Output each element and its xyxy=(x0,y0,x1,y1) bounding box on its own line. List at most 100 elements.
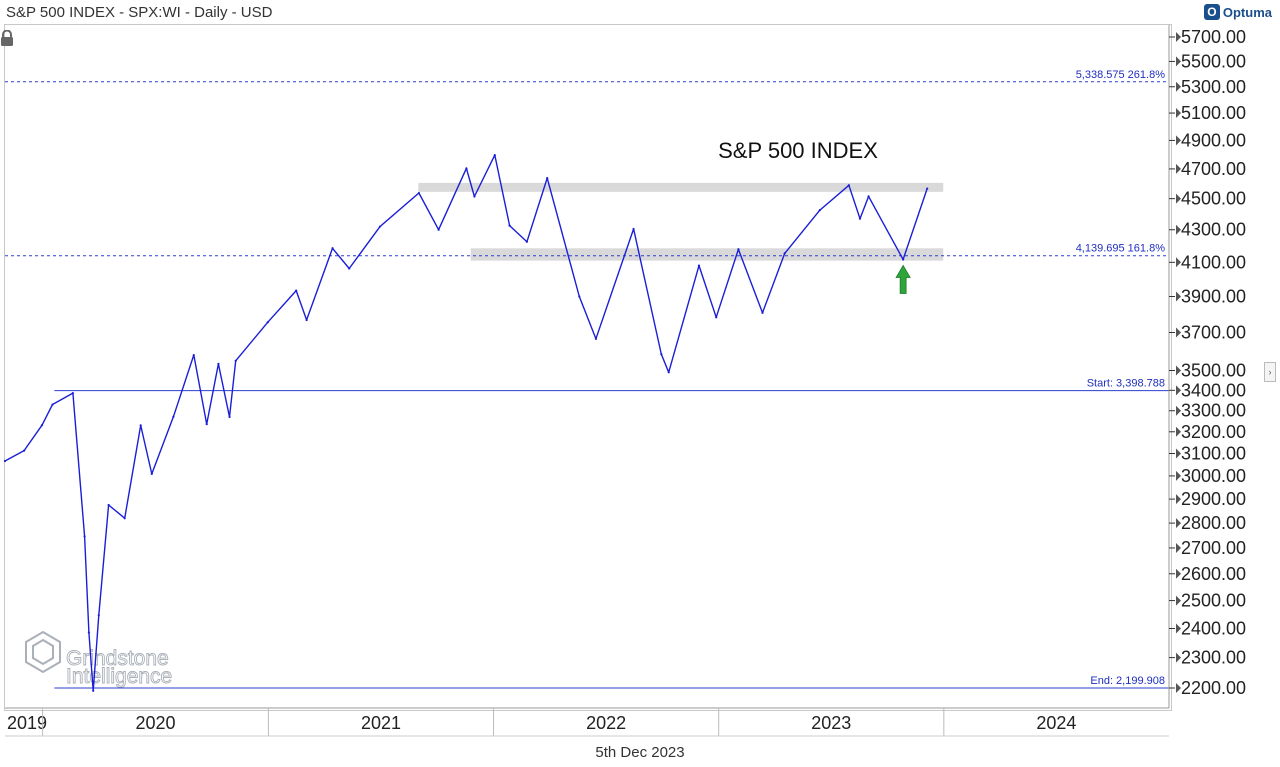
chart-frame xyxy=(4,24,1172,711)
y-tick-arrow xyxy=(1176,470,1181,481)
price-point xyxy=(23,449,26,452)
price-point xyxy=(697,264,701,267)
watermark-hex-icon xyxy=(25,630,61,674)
price-point xyxy=(715,316,718,319)
scroll-right-button[interactable]: › xyxy=(1264,362,1276,382)
y-tick-label: 4100.00 xyxy=(1181,252,1246,272)
y-tick-arrow xyxy=(1176,595,1181,606)
price-point xyxy=(139,424,142,427)
price-point xyxy=(660,352,663,356)
y-tick-arrow xyxy=(1176,365,1181,376)
price-point xyxy=(667,371,670,374)
price-point xyxy=(525,240,528,243)
arrow-shape xyxy=(895,264,911,294)
price-point xyxy=(867,195,870,198)
y-tick-label: 2200.00 xyxy=(1181,678,1246,698)
watermark-line2: Intelligence xyxy=(66,665,172,688)
resistance-band xyxy=(418,182,944,192)
price-bands xyxy=(418,182,944,261)
y-tick-arrow xyxy=(1176,224,1181,235)
y-tick-arrow xyxy=(1176,193,1181,204)
price-point xyxy=(417,191,421,195)
optuma-logo: O Optuma xyxy=(1203,3,1272,21)
optuma-logo-icon: O xyxy=(1203,4,1220,20)
y-tick-label: 4300.00 xyxy=(1181,220,1246,240)
price-point xyxy=(83,535,86,538)
price-point xyxy=(172,415,175,418)
y-axis: 5700.00 5500.00 5300.00 5100.00 4900.00 4700.… xyxy=(1168,25,1246,708)
y-tick-arrow xyxy=(1176,448,1181,459)
price-point xyxy=(205,423,208,426)
level-label-3: Start: 3,398.788 xyxy=(1087,378,1165,390)
y-tick-label: 4900.00 xyxy=(1181,130,1246,150)
y-tick-label: 2800.00 xyxy=(1181,513,1246,533)
price-point xyxy=(150,472,153,475)
price-point xyxy=(926,187,929,190)
price-point xyxy=(508,224,511,227)
price-point xyxy=(437,228,440,231)
x-tick-label: 2022 xyxy=(586,713,626,733)
level-label-2: 4,139.695 161.8% xyxy=(1076,243,1166,255)
y-tick-arrow xyxy=(1176,81,1181,92)
fib-levels: 5,338.575 261.8% 4,139.695 161.8% Start: 3… xyxy=(5,69,1169,689)
y-tick-arrow xyxy=(1176,405,1181,416)
price-point xyxy=(473,195,476,198)
y-tick-label: 3700.00 xyxy=(1181,323,1246,343)
price-series xyxy=(3,153,929,692)
level-label-1: 5,338.575 261.8% xyxy=(1076,69,1166,81)
x-tick-label: 2023 xyxy=(811,713,851,733)
price-point xyxy=(737,248,740,251)
lock-icon[interactable] xyxy=(0,30,14,46)
green-up-arrow xyxy=(895,264,911,294)
price-point xyxy=(632,227,635,231)
price-point xyxy=(51,403,54,406)
y-tick-arrow xyxy=(1176,163,1181,174)
price-point xyxy=(217,362,220,365)
y-tick-arrow xyxy=(1176,108,1181,119)
price-point xyxy=(40,424,44,427)
y-tick-arrow xyxy=(1176,135,1181,146)
price-line xyxy=(4,154,928,692)
price-point xyxy=(295,289,298,292)
price-point xyxy=(902,258,905,261)
y-tick-label: 3400.00 xyxy=(1181,380,1246,400)
price-point xyxy=(192,353,195,357)
x-tick-label: 2024 xyxy=(1036,713,1076,733)
price-point xyxy=(71,392,74,395)
price-point xyxy=(546,177,549,180)
price-point xyxy=(348,267,351,270)
y-tick-label: 5300.00 xyxy=(1181,77,1246,97)
level-label-4: End: 2,199.908 xyxy=(1090,675,1165,687)
price-point xyxy=(818,209,821,212)
y-tick-label: 3100.00 xyxy=(1181,443,1246,463)
y-tick-label: 2400.00 xyxy=(1181,619,1246,639)
y-tick-arrow xyxy=(1176,426,1181,437)
price-point xyxy=(3,459,7,463)
y-tick-arrow xyxy=(1176,32,1181,42)
price-point xyxy=(107,503,110,507)
y-tick-arrow xyxy=(1176,623,1181,634)
y-tick-label: 4500.00 xyxy=(1181,189,1246,209)
price-point xyxy=(305,318,308,322)
price-point xyxy=(847,184,850,187)
y-tick-arrow xyxy=(1176,494,1181,505)
y-tick-label: 3900.00 xyxy=(1181,287,1246,307)
y-tick-label: 5700.00 xyxy=(1181,27,1246,47)
price-point xyxy=(783,252,786,255)
y-tick-label: 2500.00 xyxy=(1181,591,1246,611)
price-point xyxy=(465,167,468,170)
x-tick-label: 2021 xyxy=(361,713,401,733)
y-tick-arrow xyxy=(1176,385,1181,396)
price-chart[interactable]: Grindstone Intelligence 5,338.575 261.8%… xyxy=(0,0,1280,740)
y-tick-arrow xyxy=(1176,56,1181,67)
x-axis: 2019 2020 2021 2022 2023 2024 xyxy=(5,707,1169,737)
y-tick-label: 5100.00 xyxy=(1181,103,1246,123)
y-tick-label: 3300.00 xyxy=(1181,401,1246,421)
price-point xyxy=(266,321,269,324)
price-point xyxy=(493,153,496,157)
y-tick-label: 3200.00 xyxy=(1181,422,1246,442)
price-point xyxy=(858,217,862,220)
price-point xyxy=(92,689,95,692)
y-tick-arrow xyxy=(1176,568,1181,579)
chart-header-title: S&P 500 INDEX - SPX:WI - Daily - USD xyxy=(6,4,273,21)
